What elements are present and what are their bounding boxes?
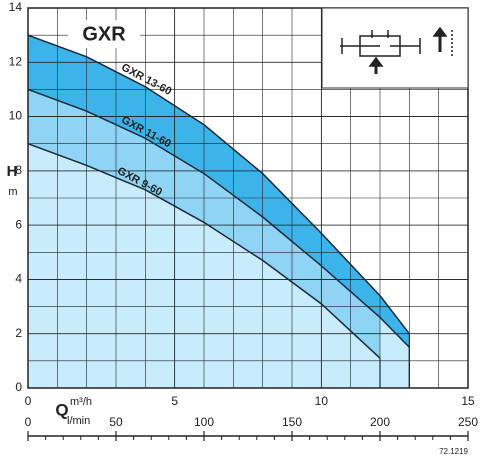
y-tick-label: 2: [15, 326, 22, 340]
y-tick-label: 12: [9, 54, 23, 68]
y-tick-label: 14: [9, 0, 23, 14]
y-tick-label: 0: [15, 380, 22, 394]
curve: [27, 88, 410, 348]
x2-tick-label: 50: [109, 415, 123, 429]
x2-tick-label: 0: [25, 415, 32, 429]
curve: [27, 143, 381, 359]
x2-tick-label: 150: [282, 415, 302, 429]
y-tick-label: 6: [15, 217, 22, 231]
x-axis-label: Q: [55, 400, 68, 419]
plot-border: [27, 7, 469, 389]
x2-tick-label: 250: [458, 415, 478, 429]
y-tick-label: 8: [15, 163, 22, 177]
x-tick-label: 10: [315, 394, 329, 408]
y-tick-label: 10: [9, 109, 23, 123]
x-tick-label: 15: [461, 394, 475, 408]
pump-icon: [340, 26, 453, 74]
inset-box: [321, 7, 469, 89]
x-tick-label: 5: [171, 394, 178, 408]
curve: [27, 34, 410, 335]
title-box: [68, 20, 140, 48]
figure-code: 72.1219: [439, 447, 468, 456]
x-tick-label: 0: [25, 394, 32, 408]
chart-title: GXR: [82, 23, 126, 45]
y-axis-unit: m: [8, 186, 17, 198]
y-axis-label: H: [7, 163, 18, 180]
x2-axis-unit: l/min: [67, 415, 90, 427]
x2-tick-label: 100: [194, 415, 214, 429]
x2-tick-label: 200: [370, 415, 390, 429]
x-axis-unit: m³/h: [70, 396, 92, 408]
y-tick-label: 4: [15, 272, 22, 286]
